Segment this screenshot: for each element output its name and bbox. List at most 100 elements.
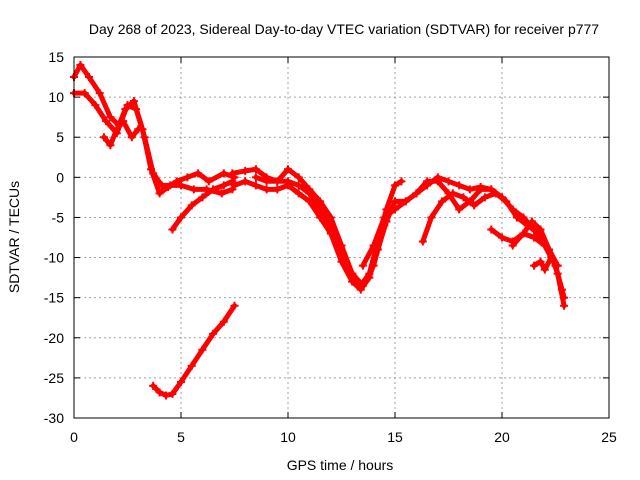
data-point xyxy=(305,189,314,198)
y-tick-label: -25 xyxy=(44,370,64,386)
data-point xyxy=(76,61,85,70)
data-point xyxy=(177,377,185,386)
data-point xyxy=(241,177,250,186)
data-point xyxy=(348,269,357,278)
data-point xyxy=(149,381,158,390)
data-point xyxy=(519,229,528,238)
data-point xyxy=(177,213,185,222)
data-point xyxy=(438,197,447,206)
data-point xyxy=(508,241,517,250)
y-tick-label: -15 xyxy=(44,290,64,306)
data-point xyxy=(204,177,213,186)
x-tick-label: 25 xyxy=(601,429,617,445)
data-point xyxy=(80,89,89,98)
data-point xyxy=(294,173,303,182)
data-point xyxy=(294,181,303,190)
data-point xyxy=(527,217,536,226)
data-point xyxy=(391,181,399,190)
y-tick-label: 15 xyxy=(48,49,64,65)
series-track-e xyxy=(149,301,239,400)
data-point xyxy=(512,213,521,222)
y-tick-label: -30 xyxy=(44,410,64,426)
y-axis-label: SDTVAR / TECUs xyxy=(6,181,22,293)
chart-title: Day 268 of 2023, Sidereal Day-to-day VTE… xyxy=(89,21,599,37)
series-track-c xyxy=(99,117,143,150)
data-point xyxy=(219,181,228,190)
data-point xyxy=(228,177,237,186)
data-point xyxy=(168,389,177,398)
data-point xyxy=(168,225,177,234)
x-axis-label: GPS time / hours xyxy=(287,457,394,473)
data-point xyxy=(545,245,554,254)
data-point xyxy=(553,261,562,270)
series-line xyxy=(510,219,561,269)
data-point xyxy=(391,205,399,214)
data-point xyxy=(183,173,192,182)
data-point xyxy=(348,277,357,286)
grid-layer xyxy=(74,57,609,418)
data-point xyxy=(129,97,138,106)
data-point xyxy=(530,261,539,270)
series-line xyxy=(101,118,141,148)
data-point xyxy=(241,166,250,175)
data-point xyxy=(536,225,545,234)
data-point xyxy=(102,117,111,126)
data-point xyxy=(459,193,468,202)
data-point xyxy=(427,213,436,222)
data-point xyxy=(294,189,303,198)
data-point xyxy=(476,185,485,194)
data-point xyxy=(187,361,196,370)
data-point xyxy=(251,181,260,190)
series-line xyxy=(150,303,237,398)
data-point xyxy=(219,169,228,178)
data-point xyxy=(166,181,175,190)
data-point xyxy=(540,265,549,274)
data-point xyxy=(358,261,367,270)
data-point xyxy=(189,185,198,194)
data-point xyxy=(444,177,453,186)
series-track-m xyxy=(530,253,562,274)
data-point xyxy=(251,173,260,182)
data-point xyxy=(123,101,132,110)
data-point xyxy=(177,181,185,190)
data-point xyxy=(132,105,141,114)
data-point xyxy=(209,185,218,194)
data-point xyxy=(480,193,489,202)
data-point xyxy=(487,225,496,234)
data-point xyxy=(423,177,432,186)
y-tick-label: 10 xyxy=(48,89,64,105)
data-point xyxy=(84,73,93,82)
data-point xyxy=(251,165,260,174)
data-point xyxy=(99,133,108,142)
data-point xyxy=(106,113,115,122)
data-point xyxy=(369,261,378,270)
data-point xyxy=(470,201,479,210)
plot-frame xyxy=(73,56,610,419)
data-point xyxy=(155,189,164,198)
data-point xyxy=(273,185,282,194)
data-point xyxy=(491,189,500,198)
data-point xyxy=(369,241,378,250)
data-point xyxy=(356,285,365,294)
series-track-d xyxy=(168,177,237,234)
data-point xyxy=(455,181,464,190)
data-point xyxy=(560,301,569,310)
data-point xyxy=(157,181,166,190)
data-point xyxy=(262,177,271,186)
data-point xyxy=(209,329,218,338)
y-tick-label: 5 xyxy=(56,129,64,145)
series-layer xyxy=(70,61,569,400)
data-point xyxy=(316,205,325,214)
data-point xyxy=(91,101,100,110)
data-point xyxy=(401,197,410,206)
data-point xyxy=(228,185,237,194)
data-point xyxy=(547,253,556,262)
data-point xyxy=(187,201,196,210)
y-tick-label: -10 xyxy=(44,250,64,266)
data-point xyxy=(502,197,511,206)
data-point xyxy=(455,205,464,214)
x-tick-label: 20 xyxy=(494,429,510,445)
x-tick-label: 15 xyxy=(387,429,403,445)
